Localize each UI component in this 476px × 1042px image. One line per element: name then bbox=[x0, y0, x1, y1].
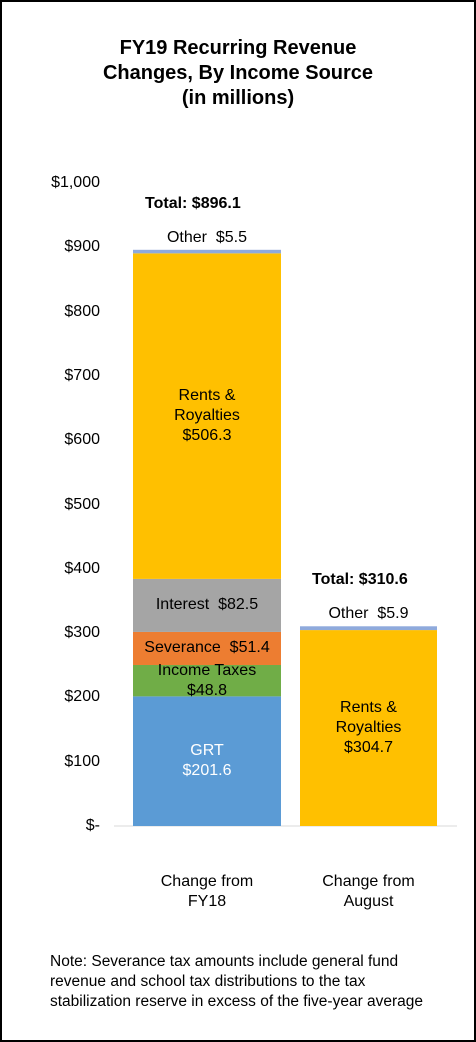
data-label-value: $48.8 bbox=[186, 681, 228, 699]
data-label-value: $82.5 bbox=[218, 596, 259, 614]
data-label-value: $5.9 bbox=[377, 605, 409, 623]
data-label-value: $51.4 bbox=[229, 639, 270, 657]
chart-title: FY19 Recurring Revenue Changes, By Incom… bbox=[102, 37, 374, 84]
y-tick-label: $700 bbox=[64, 366, 100, 384]
data-label: Rents & Royalties $304.7 bbox=[314, 698, 424, 758]
bar-segment bbox=[133, 578, 281, 632]
y-tick-label: $200 bbox=[64, 688, 100, 706]
data-label-name: GRT bbox=[190, 742, 224, 760]
bar-segment bbox=[133, 631, 281, 665]
bar-segment bbox=[300, 630, 437, 826]
data-label: Rents & Royalties $506.3 bbox=[152, 386, 262, 446]
data-label: Income Taxes $48.8 bbox=[152, 661, 262, 701]
data-label-value: $201.6 bbox=[182, 762, 232, 780]
bar-segment bbox=[133, 664, 281, 697]
data-label: Other $5.9 bbox=[279, 604, 459, 624]
y-tick-label: $900 bbox=[64, 238, 100, 256]
y-tick-label: $400 bbox=[64, 559, 100, 577]
y-tick-label: $100 bbox=[64, 752, 100, 770]
x-tick-label: Change from FY18 bbox=[160, 873, 254, 910]
data-label: Interest $82.5 bbox=[117, 595, 297, 615]
total-label: Total: $310.6 bbox=[312, 571, 408, 589]
data-label-name: Interest bbox=[155, 596, 210, 614]
data-label-value: $5.5 bbox=[215, 228, 248, 246]
bar-segment bbox=[300, 626, 437, 631]
y-tick-label: $800 bbox=[64, 302, 100, 320]
y-tick-label: $500 bbox=[64, 495, 100, 513]
data-label-value: $304.7 bbox=[344, 739, 393, 757]
data-label-name: Other bbox=[166, 228, 207, 246]
data-label-name: Income Taxes bbox=[157, 661, 257, 679]
data-label-name: Severance bbox=[144, 639, 221, 657]
y-tick-label: $300 bbox=[64, 624, 100, 642]
bar-segment bbox=[133, 253, 281, 579]
y-tick-label: $600 bbox=[64, 431, 100, 449]
data-label-name: Rents & Royalties bbox=[335, 699, 402, 737]
total-label: Total: $896.1 bbox=[145, 194, 241, 212]
data-label: Other $5.5 bbox=[117, 228, 297, 248]
data-label-value: $506.3 bbox=[182, 427, 232, 445]
x-tick-label: Change from August bbox=[322, 873, 415, 910]
chart-subtitle: (in millions) bbox=[181, 87, 295, 109]
data-label-name: Other bbox=[328, 605, 369, 623]
note: Note: Severance tax amounts include gene… bbox=[50, 953, 424, 1010]
data-label: Severance $51.4 bbox=[117, 638, 297, 658]
y-tick-label: $1,000 bbox=[51, 174, 100, 191]
y-tick-label: $- bbox=[85, 817, 100, 834]
bar-segment bbox=[133, 249, 281, 254]
bar-segment bbox=[133, 696, 281, 826]
data-label-name: Rents & Royalties bbox=[174, 387, 240, 425]
data-label: GRT $201.6 bbox=[152, 741, 262, 781]
